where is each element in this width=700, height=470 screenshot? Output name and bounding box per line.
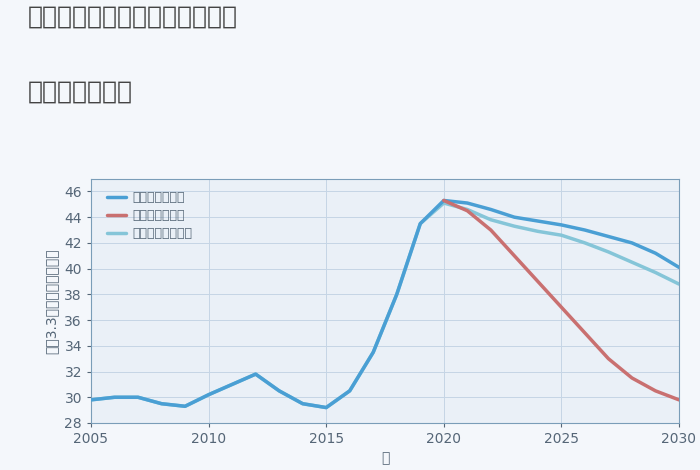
ノーマルシナリオ xyxy=(158,401,166,407)
グッドシナリオ xyxy=(134,394,142,400)
バッドシナリオ xyxy=(486,227,495,233)
ノーマルシナリオ xyxy=(369,349,377,355)
ノーマルシナリオ xyxy=(557,232,566,238)
ノーマルシナリオ xyxy=(533,228,542,234)
ノーマルシナリオ xyxy=(604,249,612,255)
バッドシナリオ xyxy=(510,253,519,258)
ノーマルシナリオ xyxy=(440,200,448,206)
グッドシナリオ xyxy=(346,388,354,394)
グッドシナリオ xyxy=(628,240,636,246)
Text: 愛知県名古屋市中村区名駅南の: 愛知県名古屋市中村区名駅南の xyxy=(28,5,238,29)
グッドシナリオ xyxy=(533,218,542,224)
Legend: グッドシナリオ, バッドシナリオ, ノーマルシナリオ: グッドシナリオ, バッドシナリオ, ノーマルシナリオ xyxy=(103,187,195,244)
ノーマルシナリオ xyxy=(111,394,119,400)
グッドシナリオ xyxy=(604,234,612,239)
Line: グッドシナリオ: グッドシナリオ xyxy=(91,201,679,407)
ノーマルシナリオ xyxy=(416,221,424,227)
バッドシナリオ xyxy=(581,330,589,336)
グッドシナリオ xyxy=(463,200,472,206)
ノーマルシナリオ xyxy=(486,217,495,223)
ノーマルシナリオ xyxy=(204,392,213,398)
グッドシナリオ xyxy=(111,394,119,400)
ノーマルシナリオ xyxy=(275,388,284,394)
グッドシナリオ xyxy=(581,227,589,233)
グッドシナリオ xyxy=(275,388,284,394)
バッドシナリオ xyxy=(440,198,448,204)
グッドシナリオ xyxy=(298,401,307,407)
ノーマルシナリオ xyxy=(675,281,683,287)
グッドシナリオ xyxy=(228,382,237,387)
ノーマルシナリオ xyxy=(251,371,260,377)
グッドシナリオ xyxy=(675,265,683,270)
Y-axis label: 坪（3.3㎡）単価（万円）: 坪（3.3㎡）単価（万円） xyxy=(45,248,59,353)
ノーマルシナリオ xyxy=(463,207,472,212)
グッドシナリオ xyxy=(557,222,566,228)
グッドシナリオ xyxy=(651,251,659,256)
ノーマルシナリオ xyxy=(510,223,519,229)
Text: 土地の価格推移: 土地の価格推移 xyxy=(28,80,133,104)
グッドシナリオ xyxy=(322,405,330,410)
ノーマルシナリオ xyxy=(393,291,401,297)
ノーマルシナリオ xyxy=(581,240,589,246)
グッドシナリオ xyxy=(486,207,495,212)
ノーマルシナリオ xyxy=(298,401,307,407)
グッドシナリオ xyxy=(251,371,260,377)
ノーマルシナリオ xyxy=(228,382,237,387)
ノーマルシナリオ xyxy=(87,397,95,403)
ノーマルシナリオ xyxy=(181,403,189,409)
X-axis label: 年: 年 xyxy=(381,452,389,466)
Line: ノーマルシナリオ: ノーマルシナリオ xyxy=(91,203,679,407)
グッドシナリオ xyxy=(440,198,448,204)
グッドシナリオ xyxy=(158,401,166,407)
バッドシナリオ xyxy=(463,208,472,213)
グッドシナリオ xyxy=(204,392,213,398)
ノーマルシナリオ xyxy=(651,270,659,275)
グッドシナリオ xyxy=(510,214,519,220)
グッドシナリオ xyxy=(87,397,95,403)
バッドシナリオ xyxy=(604,356,612,361)
ノーマルシナリオ xyxy=(628,259,636,265)
グッドシナリオ xyxy=(416,221,424,227)
ノーマルシナリオ xyxy=(346,388,354,394)
バッドシナリオ xyxy=(557,305,566,310)
ノーマルシナリオ xyxy=(134,394,142,400)
バッドシナリオ xyxy=(651,388,659,394)
バッドシナリオ xyxy=(628,375,636,381)
グッドシナリオ xyxy=(181,403,189,409)
バッドシナリオ xyxy=(675,397,683,403)
グッドシナリオ xyxy=(393,291,401,297)
ノーマルシナリオ xyxy=(322,405,330,410)
バッドシナリオ xyxy=(533,279,542,284)
グッドシナリオ xyxy=(369,349,377,355)
Line: バッドシナリオ: バッドシナリオ xyxy=(444,201,679,400)
